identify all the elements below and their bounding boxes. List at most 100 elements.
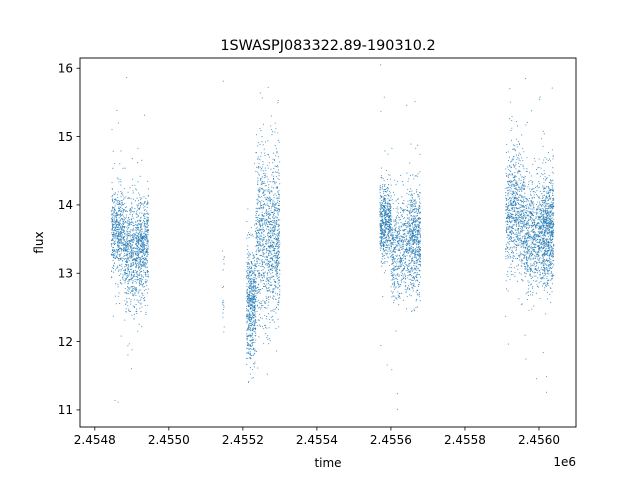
data-point [114, 241, 116, 243]
data-point [275, 148, 278, 150]
data-point [273, 181, 275, 183]
data-point [117, 223, 119, 226]
data-point [279, 161, 281, 163]
data-point [413, 236, 415, 238]
data-point [132, 251, 134, 253]
data-point [131, 247, 133, 249]
data-point [266, 243, 268, 245]
data-point [249, 340, 251, 342]
data-point [268, 184, 270, 186]
data-point [269, 252, 271, 254]
data-point [136, 247, 138, 249]
data-point [279, 242, 281, 244]
data-point [126, 259, 128, 261]
data-point [126, 254, 128, 256]
data-point [400, 215, 402, 217]
data-point [402, 264, 404, 267]
data-point [145, 313, 147, 316]
data-point [383, 214, 385, 216]
data-point [414, 175, 416, 177]
data-point [252, 327, 254, 329]
data-point [411, 286, 413, 288]
data-point [118, 214, 120, 216]
data-point [259, 259, 261, 261]
data-point [409, 270, 411, 272]
data-point [246, 305, 248, 307]
data-point [113, 253, 115, 255]
data-point [394, 265, 396, 267]
data-point [121, 224, 123, 226]
data-point [255, 332, 257, 334]
data-point [381, 237, 383, 239]
data-point [143, 196, 145, 198]
data-point [248, 251, 250, 253]
data-point [275, 262, 277, 264]
data-point [278, 301, 280, 303]
data-point [115, 232, 117, 234]
data-point [407, 287, 409, 289]
data-point [112, 260, 114, 262]
data-point [395, 246, 397, 248]
data-point [381, 221, 383, 223]
data-point [137, 208, 139, 210]
data-point [247, 302, 249, 304]
data-point [392, 283, 394, 285]
data-point [265, 255, 267, 257]
data-point [250, 275, 252, 277]
data-point [394, 231, 396, 233]
data-point [416, 269, 418, 271]
data-point [271, 221, 273, 223]
data-point [401, 181, 403, 183]
data-point [112, 238, 114, 240]
data-point [277, 308, 280, 310]
data-point [120, 268, 122, 270]
data-point [266, 220, 268, 222]
data-point [131, 255, 133, 258]
data-point [386, 242, 388, 244]
data-point [130, 251, 132, 253]
data-point [137, 274, 139, 276]
data-point [250, 303, 252, 305]
data-point [118, 233, 120, 235]
data-point [394, 219, 397, 221]
data-point [412, 246, 414, 248]
data-point [267, 240, 269, 242]
data-point [403, 245, 405, 248]
data-point [275, 266, 277, 268]
data-point [392, 242, 394, 244]
data-point [386, 249, 388, 251]
data-point [131, 158, 133, 160]
data-point [276, 197, 279, 199]
data-point [386, 222, 388, 224]
data-point [388, 218, 390, 220]
data-point [380, 176, 382, 179]
data-point [271, 204, 273, 206]
data-point [274, 165, 276, 167]
data-point [129, 219, 131, 221]
data-point [272, 216, 274, 218]
data-point [141, 266, 143, 268]
data-point [268, 217, 270, 219]
data-point [393, 238, 395, 240]
data-point [406, 209, 408, 211]
data-point [121, 239, 123, 241]
data-point [418, 241, 421, 243]
data-point [411, 234, 413, 236]
data-point [147, 217, 149, 219]
data-point [117, 196, 119, 198]
data-point [131, 273, 133, 275]
data-point [117, 270, 120, 272]
data-point [130, 218, 133, 220]
data-point [412, 174, 414, 176]
data-point [262, 144, 264, 146]
data-point [147, 292, 149, 294]
data-point [392, 268, 394, 270]
data-point [414, 205, 416, 208]
data-point [383, 197, 385, 199]
data-point [255, 281, 257, 283]
data-point [250, 270, 252, 272]
data-point [419, 171, 421, 173]
data-point [147, 244, 149, 246]
data-point [137, 223, 139, 225]
data-point [387, 218, 389, 220]
